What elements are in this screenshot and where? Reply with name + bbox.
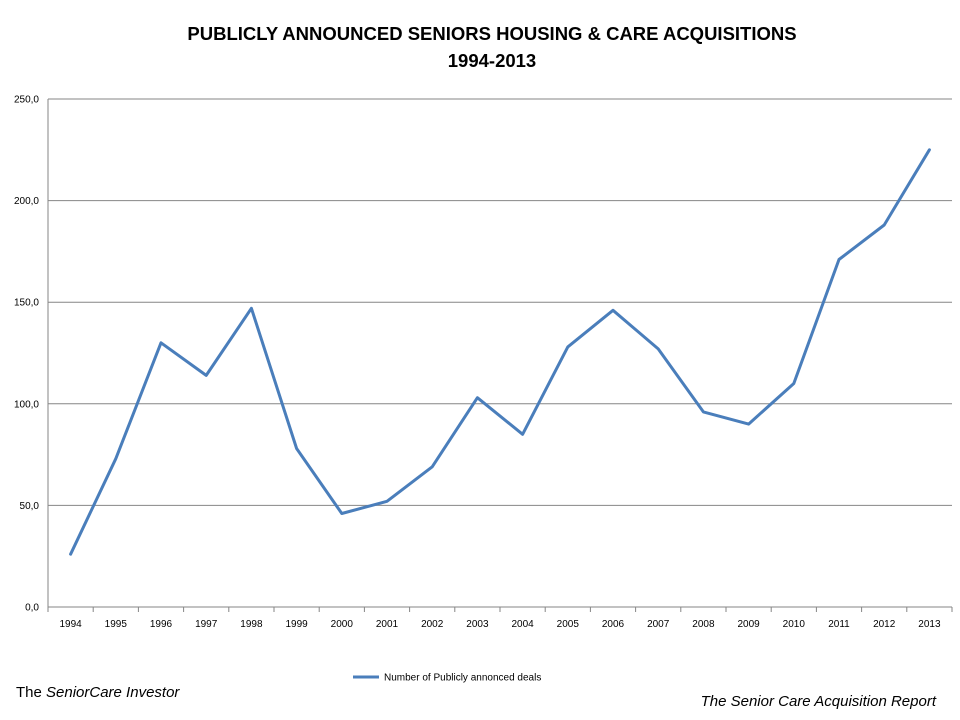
footer-left-prefix: The: [16, 684, 47, 701]
y-tick-label: 50,0: [20, 501, 40, 512]
x-tick-label: 2011: [828, 619, 850, 630]
x-tick-label: 2003: [466, 619, 489, 630]
x-tick-label: 2008: [692, 619, 715, 630]
series-line: [69, 148, 931, 556]
x-tick-label: 2001: [376, 619, 399, 630]
footer-left-italic: SeniorCare Investor: [46, 684, 180, 701]
x-tick-label: 1994: [59, 619, 82, 630]
x-tick-label: 2004: [511, 619, 534, 630]
x-tick-label: 1998: [240, 619, 263, 630]
x-tick-label: 1999: [285, 619, 308, 630]
axes: [47, 99, 952, 608]
x-tick-label: 1995: [105, 619, 128, 630]
x-tick-label: 1997: [195, 619, 218, 630]
x-tick-label: 2002: [421, 619, 444, 630]
x-tick-label: 2007: [647, 619, 670, 630]
y-tick-label: 250,0: [14, 95, 39, 106]
chart-subtitle: 1994-2013: [447, 50, 537, 71]
legend-label: Number of Publicly annonced deals: [384, 673, 541, 684]
footer-publisher: The SeniorCare Investor: [16, 684, 179, 701]
footer-report-name: The Senior Care Acquisition Report: [700, 693, 936, 710]
legend: Number of Publicly annonced deals: [353, 673, 541, 684]
x-axis-ticks: 1994 1995 1996 1997 1998 1999 2000 2001 2002 2003…: [47, 607, 953, 630]
y-axis-ticks: 0,0 50,0 100,0 150,0 200,0 250,0: [14, 95, 39, 614]
chart-title-block: PUBLICLY ANNOUNCED SENIORS HOUSING & CAR…: [0, 20, 960, 74]
x-tick-label: 2009: [737, 619, 760, 630]
x-tick-label: 2012: [873, 619, 896, 630]
y-tick-label: 100,0: [14, 399, 39, 410]
series-layer: [69, 148, 931, 556]
gridlines: [48, 98, 952, 506]
y-tick-label: 200,0: [14, 196, 39, 207]
x-tick-label: 2006: [602, 619, 625, 630]
x-tick-label: 2010: [783, 619, 806, 630]
x-tick-label: 1996: [150, 619, 173, 630]
y-tick-label: 0,0: [25, 603, 39, 614]
x-tick-label: 2005: [557, 619, 580, 630]
x-tick-label: 2013: [918, 619, 941, 630]
chart-title: PUBLICLY ANNOUNCED SENIORS HOUSING & CAR…: [187, 23, 797, 44]
y-tick-label: 150,0: [14, 298, 39, 309]
x-tick-label: 2000: [331, 619, 354, 630]
